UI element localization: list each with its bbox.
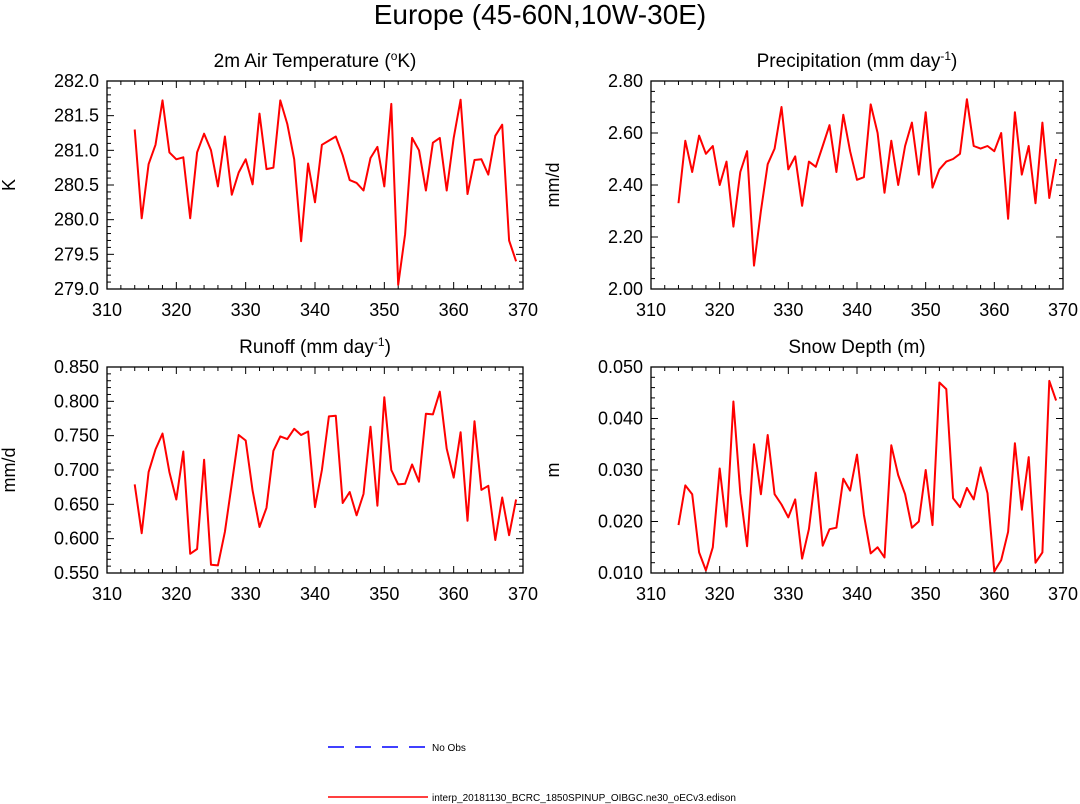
y-tick-label: 2.60 <box>608 123 643 143</box>
y-tick-label: 0.700 <box>54 460 99 480</box>
panel-title-superscript: -1 <box>374 335 385 349</box>
legend-label-no-obs: No Obs <box>432 743 466 754</box>
x-tick-label: 350 <box>911 584 941 604</box>
x-tick-label: 360 <box>439 584 469 604</box>
x-tick-label: 360 <box>439 300 469 320</box>
panel-title-text: 2m Air Temperature ( <box>214 51 392 72</box>
y-tick-label: 0.550 <box>54 563 99 583</box>
x-tick-label: 330 <box>231 300 261 320</box>
x-tick-label: 350 <box>911 300 941 320</box>
panel-snow-depth: Snow Depth (m) 310 320 330 340 350 360 370 0.010… <box>543 337 1078 604</box>
panel-title: Precipitation (mm day-1) <box>757 49 958 72</box>
y-tick-label: 0.020 <box>598 512 643 532</box>
x-tick-label: 320 <box>161 300 191 320</box>
panel-temperature: 2m Air Temperature (oK) 310 320 330 340 350 36… <box>0 49 538 320</box>
x-tick-label: 310 <box>92 300 122 320</box>
x-tick-label: 310 <box>636 584 666 604</box>
y-tick-label: 279.0 <box>54 279 99 299</box>
y-tick-label: 0.040 <box>598 409 643 429</box>
panel-title-end: K) <box>397 51 416 72</box>
y-tick-label: 0.030 <box>598 460 643 480</box>
y-tick-label: 0.010 <box>598 563 643 583</box>
panel-title-superscript: o <box>391 49 398 63</box>
y-tick-label: 281.0 <box>54 140 99 160</box>
plot-frame <box>650 80 1064 290</box>
legend: No Obs interp_20181130_BCRC_1850SPINUP_O… <box>328 743 736 804</box>
x-tick-label: 320 <box>161 584 191 604</box>
x-tick-label: 320 <box>705 584 735 604</box>
y-tick-label: 2.40 <box>608 175 643 195</box>
panel-precipitation: Precipitation (mm day-1) 310 320 330 340 350 3… <box>543 49 1078 320</box>
x-tick-label: 340 <box>300 300 330 320</box>
x-tick-label: 370 <box>1048 300 1078 320</box>
y-axis-label: mm/d <box>0 448 19 493</box>
x-tick-label: 340 <box>842 300 872 320</box>
x-tick-label: 350 <box>369 584 399 604</box>
series-line-model <box>133 390 518 567</box>
series-line-model <box>677 98 1058 267</box>
panel-title-text: Snow Depth (m) <box>788 337 925 358</box>
panel-title-text: Runoff (mm day <box>239 337 374 358</box>
x-tick-label: 330 <box>773 300 803 320</box>
y-tick-label: 2.80 <box>608 71 643 91</box>
figure-title: Europe (45-60N,10W-30E) <box>374 0 707 30</box>
x-tick-label: 320 <box>705 300 735 320</box>
y-tick-label: 2.00 <box>608 279 643 299</box>
panel-title-text: Precipitation (mm day <box>757 51 941 72</box>
series-line-model <box>133 98 518 286</box>
panel-title: Snow Depth (m) <box>788 337 925 358</box>
x-tick-label: 340 <box>842 584 872 604</box>
y-tick-label: 280.0 <box>54 210 99 230</box>
x-tick-label: 330 <box>773 584 803 604</box>
panel-title-end: ) <box>385 337 391 358</box>
series-line-model <box>677 379 1058 573</box>
legend-label-model: interp_20181130_BCRC_1850SPINUP_OIBGC.ne… <box>432 793 736 804</box>
y-axis-label: mm/d <box>543 163 563 208</box>
y-tick-label: 0.650 <box>54 494 99 514</box>
y-tick-label: 282.0 <box>54 71 99 91</box>
y-tick-label: 280.5 <box>54 175 99 195</box>
y-tick-label: 281.5 <box>54 106 99 126</box>
x-tick-label: 370 <box>508 584 538 604</box>
y-tick-label: 0.750 <box>54 426 99 446</box>
panel-title-end: ) <box>951 51 957 72</box>
x-tick-label: 310 <box>92 584 122 604</box>
y-tick-label: 279.5 <box>54 244 99 264</box>
x-tick-label: 350 <box>369 300 399 320</box>
y-axis-label: m <box>543 463 563 478</box>
panels: 2m Air Temperature (oK)310 320 330 340 350 36… <box>0 49 1078 604</box>
x-tick-label: 330 <box>231 584 261 604</box>
y-tick-label: 0.800 <box>54 391 99 411</box>
y-tick-label: 0.050 <box>598 357 643 377</box>
x-tick-label: 310 <box>636 300 666 320</box>
y-tick-label: 0.850 <box>54 357 99 377</box>
panel-title-superscript: -1 <box>940 49 951 63</box>
y-tick-label: 0.600 <box>54 529 99 549</box>
x-tick-label: 370 <box>1048 584 1078 604</box>
x-tick-label: 360 <box>979 300 1009 320</box>
x-tick-label: 340 <box>300 584 330 604</box>
y-tick-label: 2.20 <box>608 227 643 247</box>
panel-title: 2m Air Temperature (oK) <box>214 49 417 72</box>
panel-title: Runoff (mm day-1) <box>239 335 391 358</box>
x-tick-label: 360 <box>979 584 1009 604</box>
panel-runoff: Runoff (mm day-1) 310 320 330 340 350 360 370 0.… <box>0 335 538 604</box>
y-axis-label: K <box>0 179 19 191</box>
x-tick-label: 370 <box>508 300 538 320</box>
